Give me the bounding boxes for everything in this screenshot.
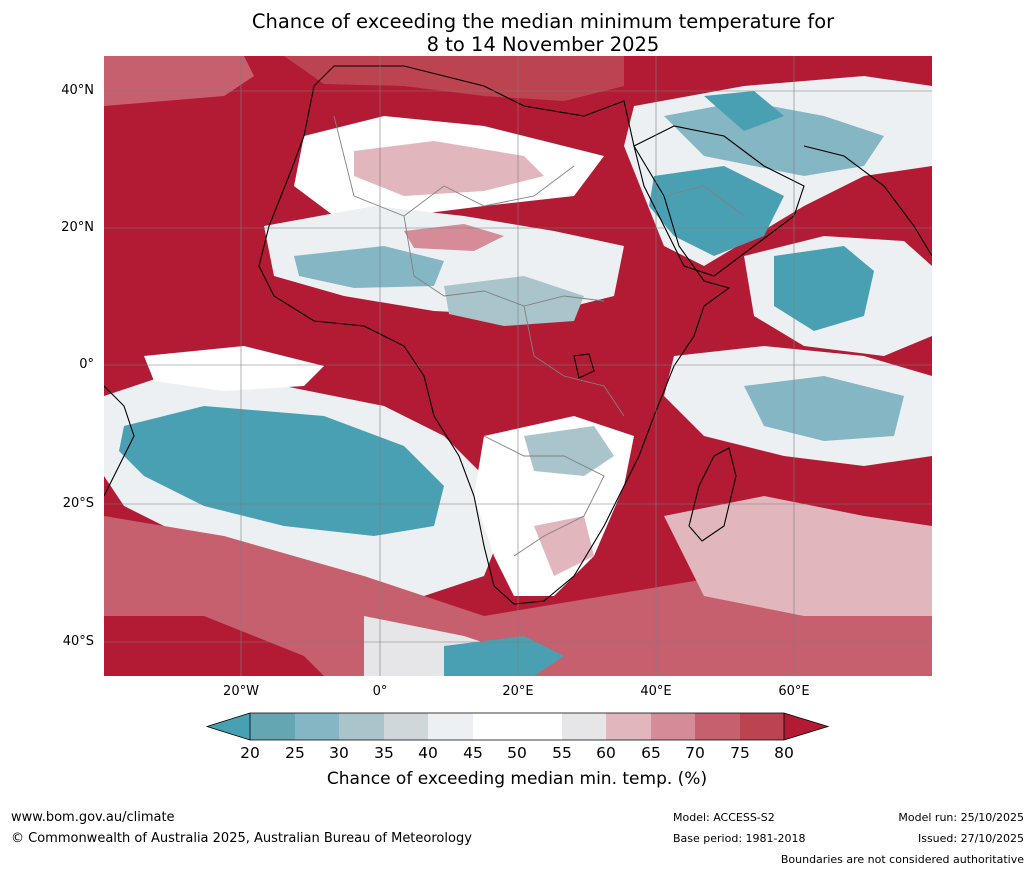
south-america-coastline — [104, 385, 135, 497]
lon-label-20w: 20°W — [223, 684, 259, 699]
shade-arabia-blue — [649, 166, 784, 256]
colorbar-segment-75 — [740, 713, 784, 740]
footer-issued: Issued: 27/10/2025 — [917, 832, 1024, 845]
lat-label-20s: 20°S — [62, 496, 94, 511]
colorbar-segment-70 — [695, 713, 740, 740]
border-sahel — [403, 215, 605, 307]
shade-southern-ocean-rose — [104, 516, 932, 676]
map-canvas — [104, 56, 932, 676]
colorbar-tick-label: 35 — [374, 744, 394, 762]
shade-sahara-pink — [354, 141, 544, 196]
lake-victoria — [573, 353, 595, 379]
colorbar-segment-60 — [606, 713, 651, 740]
colorbar-segment-65 — [651, 713, 695, 740]
shade-southwest-red — [104, 616, 324, 676]
probability-map — [104, 56, 932, 676]
lat-label-40n: 40°N — [61, 83, 94, 98]
colorbar-tick-label: 25 — [285, 744, 305, 762]
arabia-coastline — [633, 125, 805, 277]
lon-label-0: 0° — [372, 684, 388, 699]
colorbar-tick-label: 75 — [730, 744, 750, 762]
colorbar-tick-label: 60 — [596, 744, 616, 762]
colorbar-tick-label: 30 — [329, 744, 349, 762]
lon-label-40e: 40°E — [640, 684, 672, 699]
shade-sahel-blue — [294, 246, 444, 288]
footer-url: www.bom.gov.au/climate — [11, 810, 175, 825]
colorbar-tick-label: 65 — [641, 744, 661, 762]
map-title-line-1: Chance of exceeding the median minimum t… — [251, 10, 835, 33]
colorbar-over-arrow — [784, 713, 828, 740]
lon-label-20e: 20°E — [502, 684, 534, 699]
footer-model: Model: ACCESS-S2 — [673, 811, 775, 824]
shade-iran-blue — [664, 101, 884, 176]
colorbar-tick-label: 55 — [552, 744, 572, 762]
footer-base-period: Base period: 1981-2018 — [673, 832, 806, 845]
shade-congo-blue — [524, 426, 614, 476]
border-arabia — [663, 185, 745, 217]
map-title: Chance of exceeding the median minimum t… — [104, 10, 982, 56]
africa-coastline — [258, 65, 731, 605]
colorbar-segment-50 — [517, 713, 562, 740]
country-borders — [333, 115, 745, 557]
colorbar-tick-label: 70 — [685, 744, 705, 762]
colorbar-under-arrow — [207, 713, 250, 740]
shade-central-africa-red — [404, 326, 604, 416]
shade-south-atlantic-blue — [119, 406, 444, 536]
lat-label-20n: 20°N — [61, 220, 94, 235]
graticule — [104, 56, 932, 676]
coastlines — [104, 65, 932, 605]
shade-south-indian-pink — [664, 496, 932, 616]
madagascar-coastline — [688, 447, 737, 542]
shade-gulf-guinea-white — [144, 346, 324, 391]
shade-indian-ocean-blue — [744, 376, 904, 441]
colorbar — [206, 712, 830, 741]
shade-caspian-blue — [704, 91, 784, 131]
lon-label-60e: 60°E — [778, 684, 810, 699]
colorbar-segment-55 — [562, 713, 606, 740]
shade-north-atlantic — [104, 56, 254, 106]
colorbar-segment-30 — [339, 713, 384, 740]
border-north — [333, 115, 575, 217]
colorbar-outline — [206, 712, 830, 741]
footer-disclaimer: Boundaries are not considered authoritat… — [780, 853, 1024, 866]
colorbar-tick-label: 50 — [507, 744, 527, 762]
colorbar-tick-label: 20 — [240, 744, 260, 762]
footer-copyright: © Commonwealth of Australia 2025, Austra… — [11, 831, 472, 846]
shade-arabian-sea-blue — [774, 246, 874, 331]
colorbar-tick-label: 45 — [463, 744, 483, 762]
colorbar-title: Chance of exceeding median min. temp. (%… — [326, 769, 708, 789]
shade-southern-ocean-blue — [444, 636, 564, 676]
colorbar-segment-25 — [295, 713, 339, 740]
shade-central-blue — [444, 276, 584, 326]
colorbar-segment-35 — [384, 713, 428, 740]
border-south — [483, 435, 605, 557]
lat-label-0: 0° — [79, 357, 94, 372]
map-title-line-2: 8 to 14 November 2025 — [426, 33, 660, 56]
colorbar-segment-45 — [473, 713, 517, 740]
colorbar-segment-20 — [250, 713, 295, 740]
colorbar-segment-40 — [428, 713, 473, 740]
shade-south-africa-pink — [534, 516, 594, 576]
colorbar-tick-label: 80 — [774, 744, 794, 762]
border-central — [523, 305, 625, 417]
shade-sahel-pink — [404, 224, 504, 251]
footer-model-run: Model run: 25/10/2025 — [898, 811, 1024, 824]
colorbar-tick-label: 40 — [418, 744, 438, 762]
india-coastline — [803, 145, 932, 257]
lat-label-40s: 40°S — [62, 634, 94, 649]
